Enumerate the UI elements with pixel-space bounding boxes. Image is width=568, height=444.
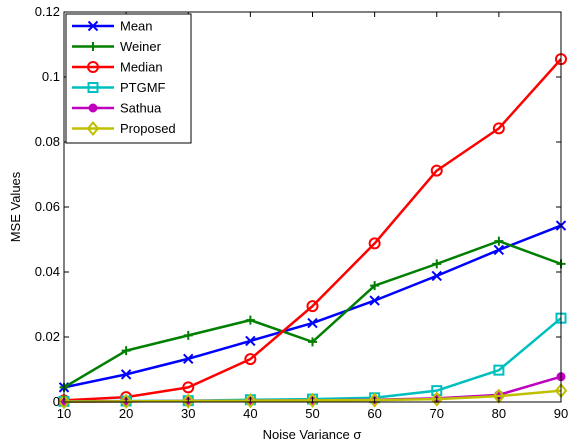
ticks-layer: 10 20 30 40 50 60 70 80 90 0 0.02 0.04 0.06 0.08 0.1 0.…: [35, 4, 568, 421]
y-tick-label: 0: [53, 394, 60, 409]
y-tick-label: 0.04: [35, 264, 60, 279]
diamond-marker: [306, 392, 319, 408]
y-axis-label: MSE Values: [8, 171, 23, 242]
diamond-marker: [57, 394, 71, 410]
plus-marker: [370, 281, 380, 291]
x-tick-label: 20: [119, 406, 133, 421]
x-tick-label: 40: [243, 406, 257, 421]
plus-marker: [432, 259, 442, 269]
circle-marker: [244, 353, 257, 366]
legend-label: Proposed: [120, 121, 176, 136]
circle-marker: [430, 164, 443, 177]
x-marker: [245, 335, 256, 347]
diamond-marker: [86, 120, 100, 137]
y-tick-label: 0.1: [42, 69, 60, 84]
legend-item: Sathua: [72, 101, 162, 116]
x-axis-label: Noise Variance σ: [263, 427, 362, 442]
x-tick-label: 80: [492, 406, 506, 421]
circle-marker: [368, 237, 381, 250]
x-marker: [120, 369, 132, 380]
x-marker: [493, 244, 505, 256]
y-tick-label: 0.12: [35, 4, 60, 19]
x-marker: [183, 353, 194, 364]
legend-item: Median: [72, 60, 163, 75]
square-marker: [87, 82, 99, 93]
plus-marker: [245, 315, 255, 325]
x-marker: [307, 317, 318, 329]
x-tick-label: 50: [305, 406, 319, 421]
plus-marker: [121, 346, 131, 356]
x-tick-label: 60: [367, 406, 381, 421]
legend-box: [65, 13, 192, 144]
x-tick-label: 70: [430, 406, 444, 421]
diamond-marker: [430, 391, 444, 407]
legend-item: Weiner: [72, 39, 162, 54]
diamond-marker: [119, 393, 133, 409]
legend-label: Median: [120, 60, 163, 75]
legend-label: Weiner: [120, 39, 162, 54]
y-tick-label: 0.08: [35, 134, 60, 149]
y-tick-label: 0.02: [35, 329, 60, 344]
x-tick-label: 10: [57, 406, 71, 421]
x-tick-label: 30: [181, 406, 195, 421]
plus-marker: [88, 42, 98, 51]
x-marker: [87, 20, 99, 32]
legend: Mean Weiner Median PTGMF Sathua Proposed: [65, 13, 192, 144]
diamond-marker: [368, 392, 381, 408]
circle-marker: [182, 381, 195, 394]
dot-marker: [88, 103, 98, 113]
x-marker: [431, 270, 442, 282]
circle-marker: [87, 61, 99, 73]
legend-label: Mean: [120, 19, 153, 34]
legend-item: Mean: [72, 19, 153, 34]
legend-item: Proposed: [72, 120, 176, 137]
diamond-marker: [181, 393, 195, 409]
legend-item: PTGMF: [72, 80, 166, 95]
diamond-marker: [244, 393, 257, 409]
plus-marker: [183, 330, 193, 340]
circle-marker: [306, 300, 319, 313]
plus-marker: [308, 337, 317, 347]
legend-label: Sathua: [120, 101, 162, 116]
plus-marker: [494, 236, 504, 246]
circle-marker: [492, 122, 505, 135]
square-marker: [493, 364, 505, 376]
series-median: [58, 53, 567, 407]
x-marker: [369, 295, 380, 306]
y-tick-label: 0.06: [35, 199, 60, 214]
series-mean: [58, 220, 567, 393]
legend-label: PTGMF: [120, 80, 166, 95]
x-tick-label: 90: [554, 406, 568, 421]
series-line: [63, 58, 562, 402]
